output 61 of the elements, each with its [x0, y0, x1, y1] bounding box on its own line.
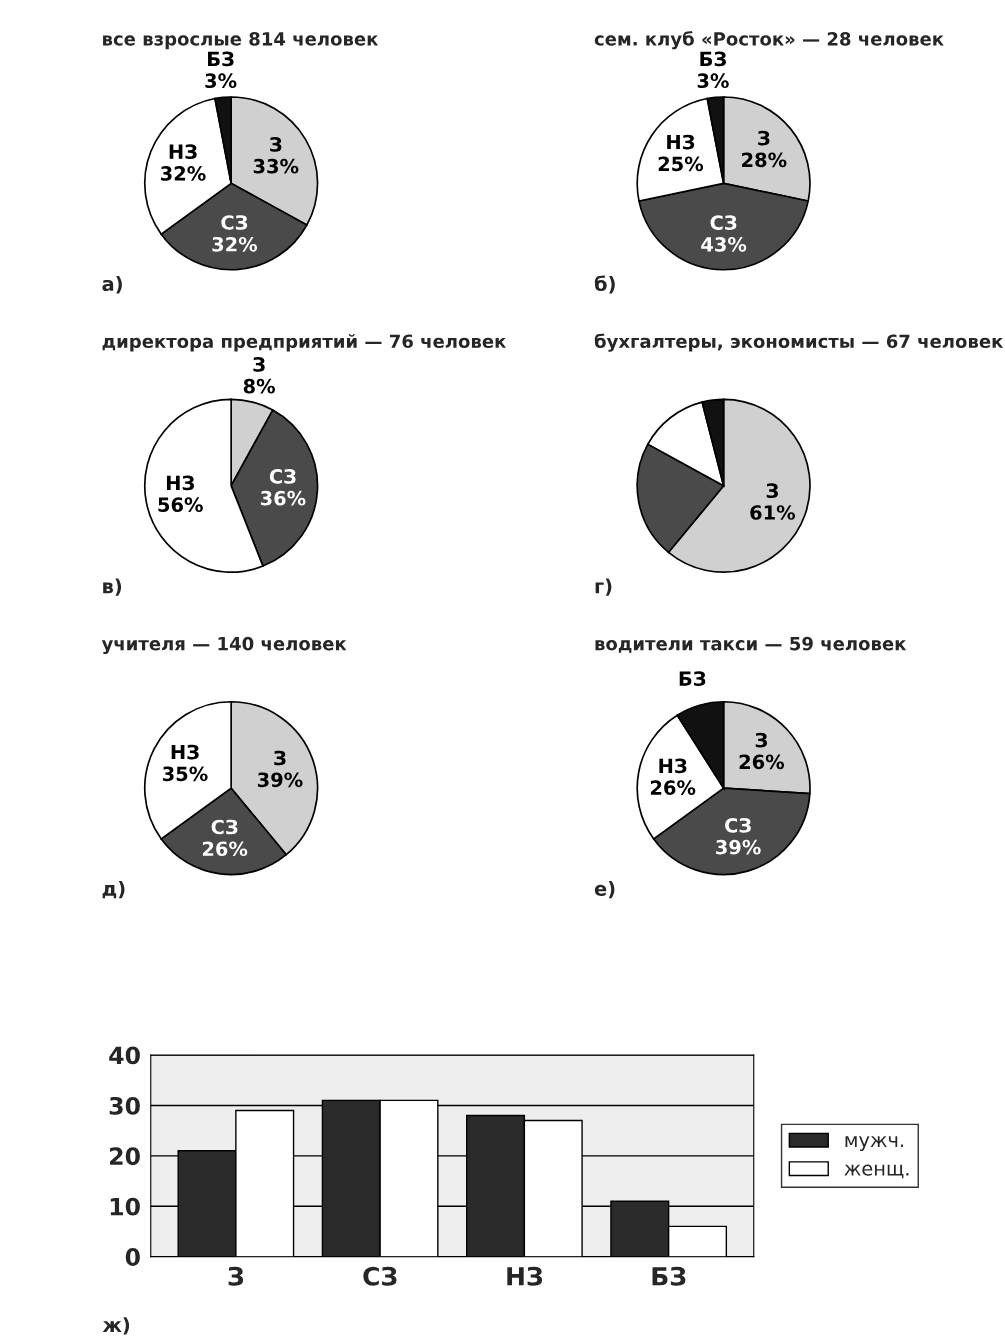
slice-label: НЗ [166, 475, 194, 491]
chart-title: директора предприятий — 76 человек [102, 334, 507, 352]
chart-title: учителя — 140 человек [101, 636, 347, 655]
text: г) [595, 578, 612, 596]
slice-label: НЗ [169, 144, 197, 160]
x-tick-label: З [228, 1266, 244, 1286]
data-label: 43% [701, 237, 747, 252]
slice-label: БЗ [679, 671, 706, 686]
data-label: 33% [253, 158, 299, 174]
text: е) [594, 880, 615, 899]
text: ж) [102, 1317, 130, 1335]
slice-label: СЗ [211, 819, 238, 835]
chart-title: бухгалтеры, экономисты — 67 человек [594, 333, 1004, 352]
x-tick-label: БЗ [652, 1266, 686, 1286]
y-tick-label: 40 [109, 1046, 140, 1065]
data-label: 8% [243, 378, 275, 394]
slice-label: СЗ [724, 817, 751, 833]
data-label: 39% [716, 839, 761, 855]
legend-label: женщ. [844, 1164, 909, 1179]
y-tick-label: 10 [110, 1197, 140, 1216]
slice-label: З [755, 732, 768, 748]
slice-label: БЗ [700, 51, 726, 67]
text: б) [594, 275, 615, 294]
data-label: 26% [739, 754, 785, 770]
chart-title: все взрослые 814 человек [103, 32, 379, 50]
data-label: 56% [158, 497, 203, 512]
slice-label: БЗ [208, 51, 234, 67]
data-label: 3% [205, 73, 237, 89]
text: а) [102, 276, 122, 294]
text: д) [102, 880, 125, 899]
data-label: 3% [697, 73, 729, 89]
x-tick-label: НЗ [507, 1266, 543, 1286]
slice-label: НЗ [659, 758, 687, 774]
y-tick-label: 20 [110, 1147, 140, 1166]
slice-label: НЗ [171, 744, 199, 760]
slice-label: НЗ [667, 134, 695, 150]
slice-label: З [253, 357, 265, 372]
slice-label: СЗ [221, 215, 248, 230]
chart-title: водители такси — 59 человек [595, 636, 907, 653]
y-tick-label: 30 [109, 1096, 140, 1115]
data-label: 25% [658, 156, 704, 172]
slice-label: СЗ [269, 469, 296, 484]
x-tick-label: СЗ [363, 1266, 397, 1286]
slice-label: З [274, 750, 286, 766]
data-label: 35% [162, 766, 208, 782]
legend-label: мужч. [845, 1136, 904, 1151]
data-label: 26% [650, 780, 696, 795]
slice-label: З [766, 483, 778, 499]
slice-label: З [270, 137, 282, 152]
data-label: 32% [160, 166, 206, 181]
data-label: 28% [742, 152, 787, 168]
data-label: 39% [257, 772, 303, 788]
y-tick-label: 0 [125, 1248, 140, 1266]
data-label: 32% [212, 236, 258, 252]
slice-label: СЗ [710, 215, 737, 230]
data-label: 61% [750, 505, 796, 520]
text: в) [103, 578, 122, 596]
slice-label: З [758, 130, 770, 146]
chart-title: сем. клуб «Росток» — 28 человек [594, 31, 944, 50]
data-label: 26% [202, 841, 248, 857]
data-label: 36% [260, 490, 306, 506]
